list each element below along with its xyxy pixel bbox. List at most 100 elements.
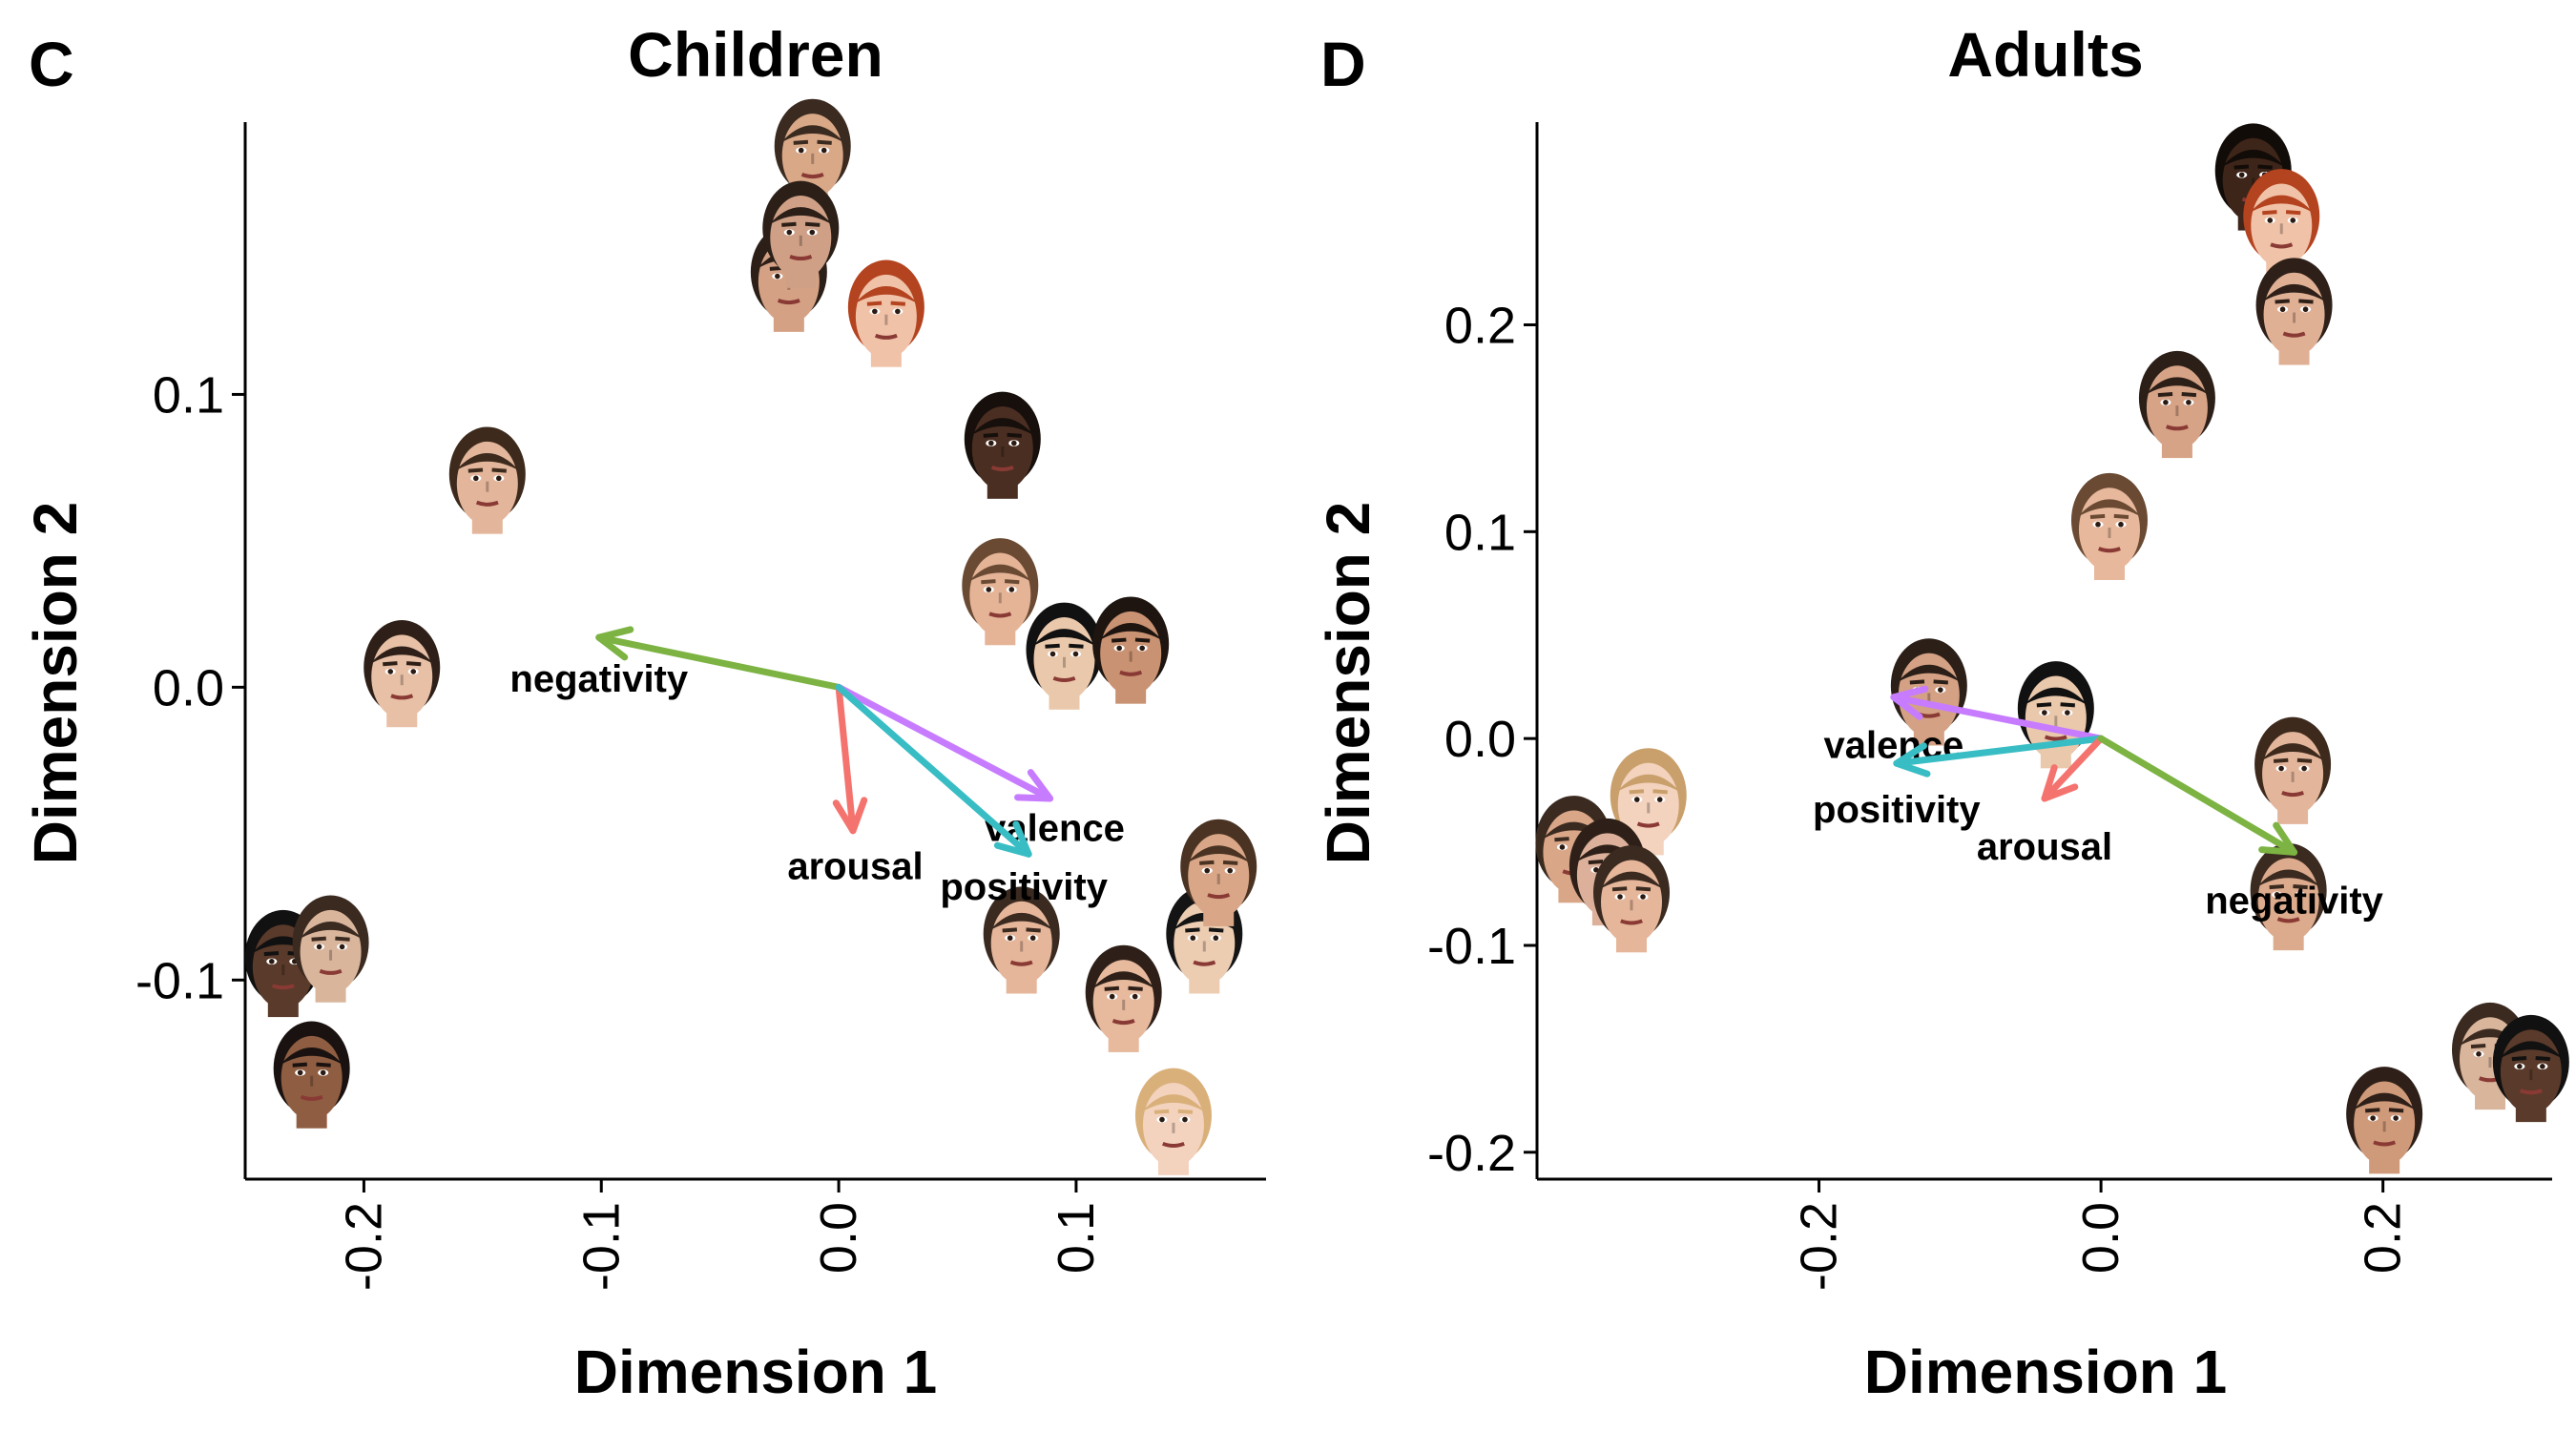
face-brow — [2233, 164, 2250, 170]
face-brow — [1222, 860, 1238, 865]
face-brow — [1045, 643, 1060, 649]
face-pupil — [2274, 892, 2280, 898]
face-brow — [2535, 1056, 2550, 1062]
face-point — [1610, 748, 1687, 856]
face-mouth — [2044, 735, 2067, 741]
face-pupil — [1190, 935, 1196, 942]
face-pupil — [1938, 687, 1943, 693]
face-brow — [981, 579, 996, 585]
face-pupil — [809, 229, 816, 236]
face-mouth — [475, 500, 499, 507]
face-point — [983, 886, 1060, 994]
face-brow — [2262, 210, 2277, 216]
face-pupil — [1593, 867, 1599, 873]
face-brow — [1199, 860, 1215, 865]
vector-label: positivity — [1813, 789, 1981, 831]
face-pupil — [872, 308, 878, 315]
face-brow — [983, 432, 999, 438]
face-pupil — [1072, 651, 1079, 657]
vector-negativity: negativity — [2097, 735, 2384, 922]
panel-letter: C — [29, 29, 74, 99]
face-point — [1085, 944, 1162, 1052]
face-point — [1593, 845, 1671, 953]
chart-title: Adults — [1947, 19, 2143, 90]
face-pupil — [1116, 645, 1122, 652]
face-brow — [1069, 643, 1084, 649]
face-fringe — [2221, 149, 2286, 168]
face-point — [1134, 1068, 1212, 1175]
face-point — [292, 895, 369, 1003]
face-pupil — [269, 958, 275, 964]
face-mouth — [2276, 917, 2300, 923]
face-fringe — [298, 922, 364, 940]
face-pupil — [297, 1069, 303, 1076]
face-fringe — [1091, 971, 1156, 989]
y-tick-label: 0.0 — [153, 659, 224, 716]
y-axis-title: Dimension 2 — [1314, 502, 1382, 865]
face-pupil — [821, 147, 827, 154]
face-fringe — [2249, 195, 2314, 214]
face-mouth — [777, 298, 800, 305]
face-fringe — [1141, 1094, 1206, 1112]
face-point — [762, 180, 840, 288]
face-pupil — [320, 1069, 326, 1076]
chart-title: Children — [628, 19, 883, 90]
face-brow — [2257, 164, 2273, 170]
face-pupil — [1139, 645, 1145, 652]
face-fringe — [970, 418, 1035, 436]
face-point — [2346, 1067, 2423, 1174]
vector-line — [835, 683, 1054, 802]
y-tick-label: 0.0 — [1444, 711, 1516, 768]
x-tick-label: 0.1 — [1048, 1202, 1105, 1274]
vector-valence: valence — [835, 683, 1125, 850]
vector-arrowhead — [1014, 769, 1054, 802]
face-brow — [793, 139, 809, 145]
face-pupil — [2163, 399, 2169, 405]
face-fringe — [1186, 845, 1251, 863]
vector-positivity: positivity — [835, 683, 1109, 908]
face-fringe — [2499, 1041, 2564, 1060]
face-brow — [467, 467, 484, 473]
face-mouth — [271, 984, 295, 990]
x-axis-title: Dimension 1 — [574, 1338, 938, 1406]
face-brow — [2113, 513, 2129, 520]
face-point — [2250, 842, 2327, 951]
face-brow — [1611, 886, 1628, 892]
face-brow — [1104, 985, 1120, 991]
vector-line — [2097, 735, 2298, 856]
face-brow — [292, 1062, 308, 1068]
face-pupil — [2118, 521, 2124, 528]
x-axis-title: Dimension 1 — [1864, 1338, 2228, 1406]
face-point — [847, 259, 924, 367]
face-pupil — [2301, 765, 2307, 772]
face-mouth — [300, 1094, 323, 1101]
face-pupil — [2065, 710, 2070, 716]
vector-label: arousal — [1977, 826, 2112, 868]
vector-arrowhead — [2041, 764, 2079, 802]
face-brow — [383, 661, 398, 667]
face-brow — [491, 467, 507, 473]
face-pupil — [987, 440, 994, 446]
vector-arrowhead — [1893, 742, 1931, 778]
face-mouth — [319, 968, 343, 975]
vector-line — [1890, 694, 2105, 742]
face-fringe — [455, 452, 520, 471]
panel-letter: D — [1320, 29, 1366, 99]
face-pupil — [895, 308, 901, 315]
vector-valence: valence — [1823, 685, 2105, 767]
face-pupil — [1182, 1116, 1188, 1123]
face-point — [364, 620, 441, 728]
face-brow — [1026, 927, 1041, 933]
face-point — [273, 1021, 350, 1129]
face-brow — [2296, 757, 2313, 763]
face-fringe — [280, 1047, 344, 1066]
face-mouth — [1620, 919, 1643, 925]
face-brow — [2285, 210, 2301, 216]
face-point — [448, 426, 526, 534]
face-pupil — [2042, 710, 2047, 716]
face-brow — [2157, 391, 2173, 398]
vector-label: valence — [985, 808, 1125, 850]
face-brow — [1177, 1109, 1194, 1114]
face-mouth — [2098, 547, 2121, 553]
